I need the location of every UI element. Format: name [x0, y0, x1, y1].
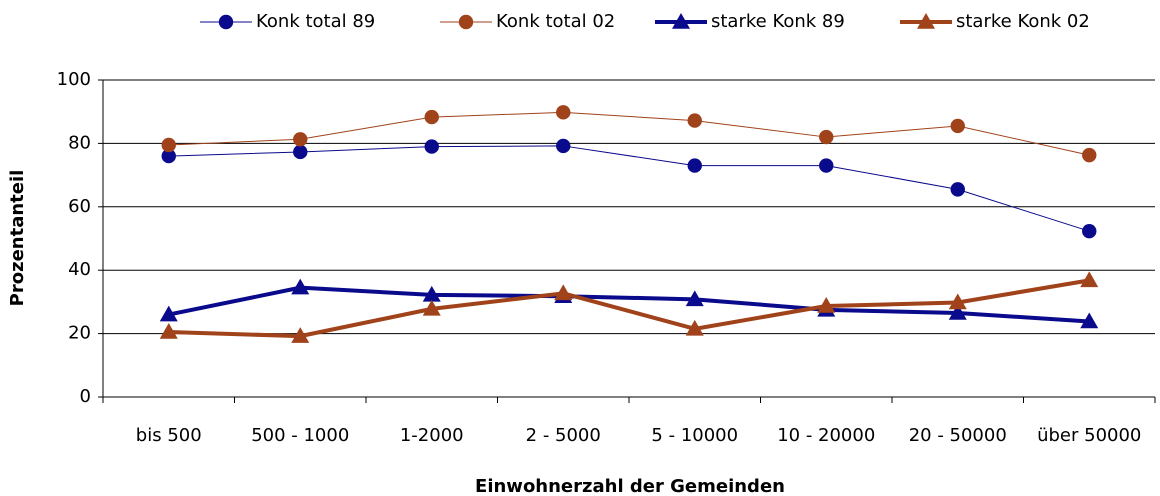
data-point: [687, 113, 702, 128]
data-point: [291, 327, 310, 343]
data-point: [556, 105, 571, 120]
data-point: [817, 297, 836, 313]
series-line: [168, 145, 1090, 232]
x-tick-label: 5 - 10000: [651, 425, 738, 446]
y-tick-label: 80: [68, 132, 91, 153]
x-axis-title: Einwohnerzahl der Gemeinden: [475, 476, 785, 496]
x-tick-label: 20 - 50000: [909, 425, 1007, 446]
data-point: [819, 129, 834, 145]
y-tick-label: 0: [80, 386, 91, 407]
legend-marker: [458, 14, 474, 30]
x-tick-label: über 50000: [1037, 425, 1141, 446]
data-point: [948, 293, 967, 310]
data-point: [950, 182, 965, 197]
series-line: [168, 111, 1090, 156]
y-tick-label: 60: [68, 196, 91, 217]
data-point: [293, 132, 308, 147]
y-tick-label: 20: [68, 323, 91, 344]
y-tick-label: 40: [68, 259, 91, 280]
legend-marker: [218, 14, 234, 30]
data-point: [1082, 147, 1097, 163]
legend-marker: [917, 13, 935, 29]
data-point: [950, 118, 965, 134]
data-point: [554, 284, 573, 301]
legend-label: Konk total 89: [256, 11, 375, 32]
data-point: [161, 137, 176, 153]
data-point: [819, 158, 834, 173]
data-point: [424, 139, 439, 154]
legend-label: starke Konk 02: [956, 11, 1090, 32]
data-point: [1082, 224, 1097, 239]
legend-marker: [672, 13, 690, 29]
series-line: [168, 285, 1090, 324]
data-point: [291, 278, 310, 295]
data-point: [422, 299, 441, 316]
data-point: [556, 138, 571, 154]
data-point: [687, 158, 702, 173]
data-point: [422, 285, 441, 302]
data-point: [159, 323, 178, 339]
data-point: [948, 303, 967, 320]
x-tick-label: 500 - 1000: [251, 425, 349, 446]
data-point: [424, 109, 439, 125]
x-tick-label: 1-2000: [400, 425, 464, 446]
data-point: [159, 305, 178, 322]
data-point: [1080, 312, 1099, 329]
data-point: [161, 148, 176, 164]
legend-label: starke Konk 89: [711, 11, 845, 32]
y-axis-title: Prozentanteil: [7, 170, 28, 307]
series-line: [168, 278, 1090, 339]
x-tick-label: bis 500: [136, 425, 202, 446]
data-point: [685, 319, 704, 336]
legend-label: Konk total 02: [496, 11, 615, 32]
x-tick-label: 10 - 20000: [777, 425, 875, 446]
data-point: [685, 290, 704, 307]
data-point: [293, 144, 308, 160]
data-point: [1080, 271, 1099, 288]
y-tick-label: 100: [57, 69, 91, 90]
x-tick-label: 2 - 5000: [526, 425, 601, 446]
